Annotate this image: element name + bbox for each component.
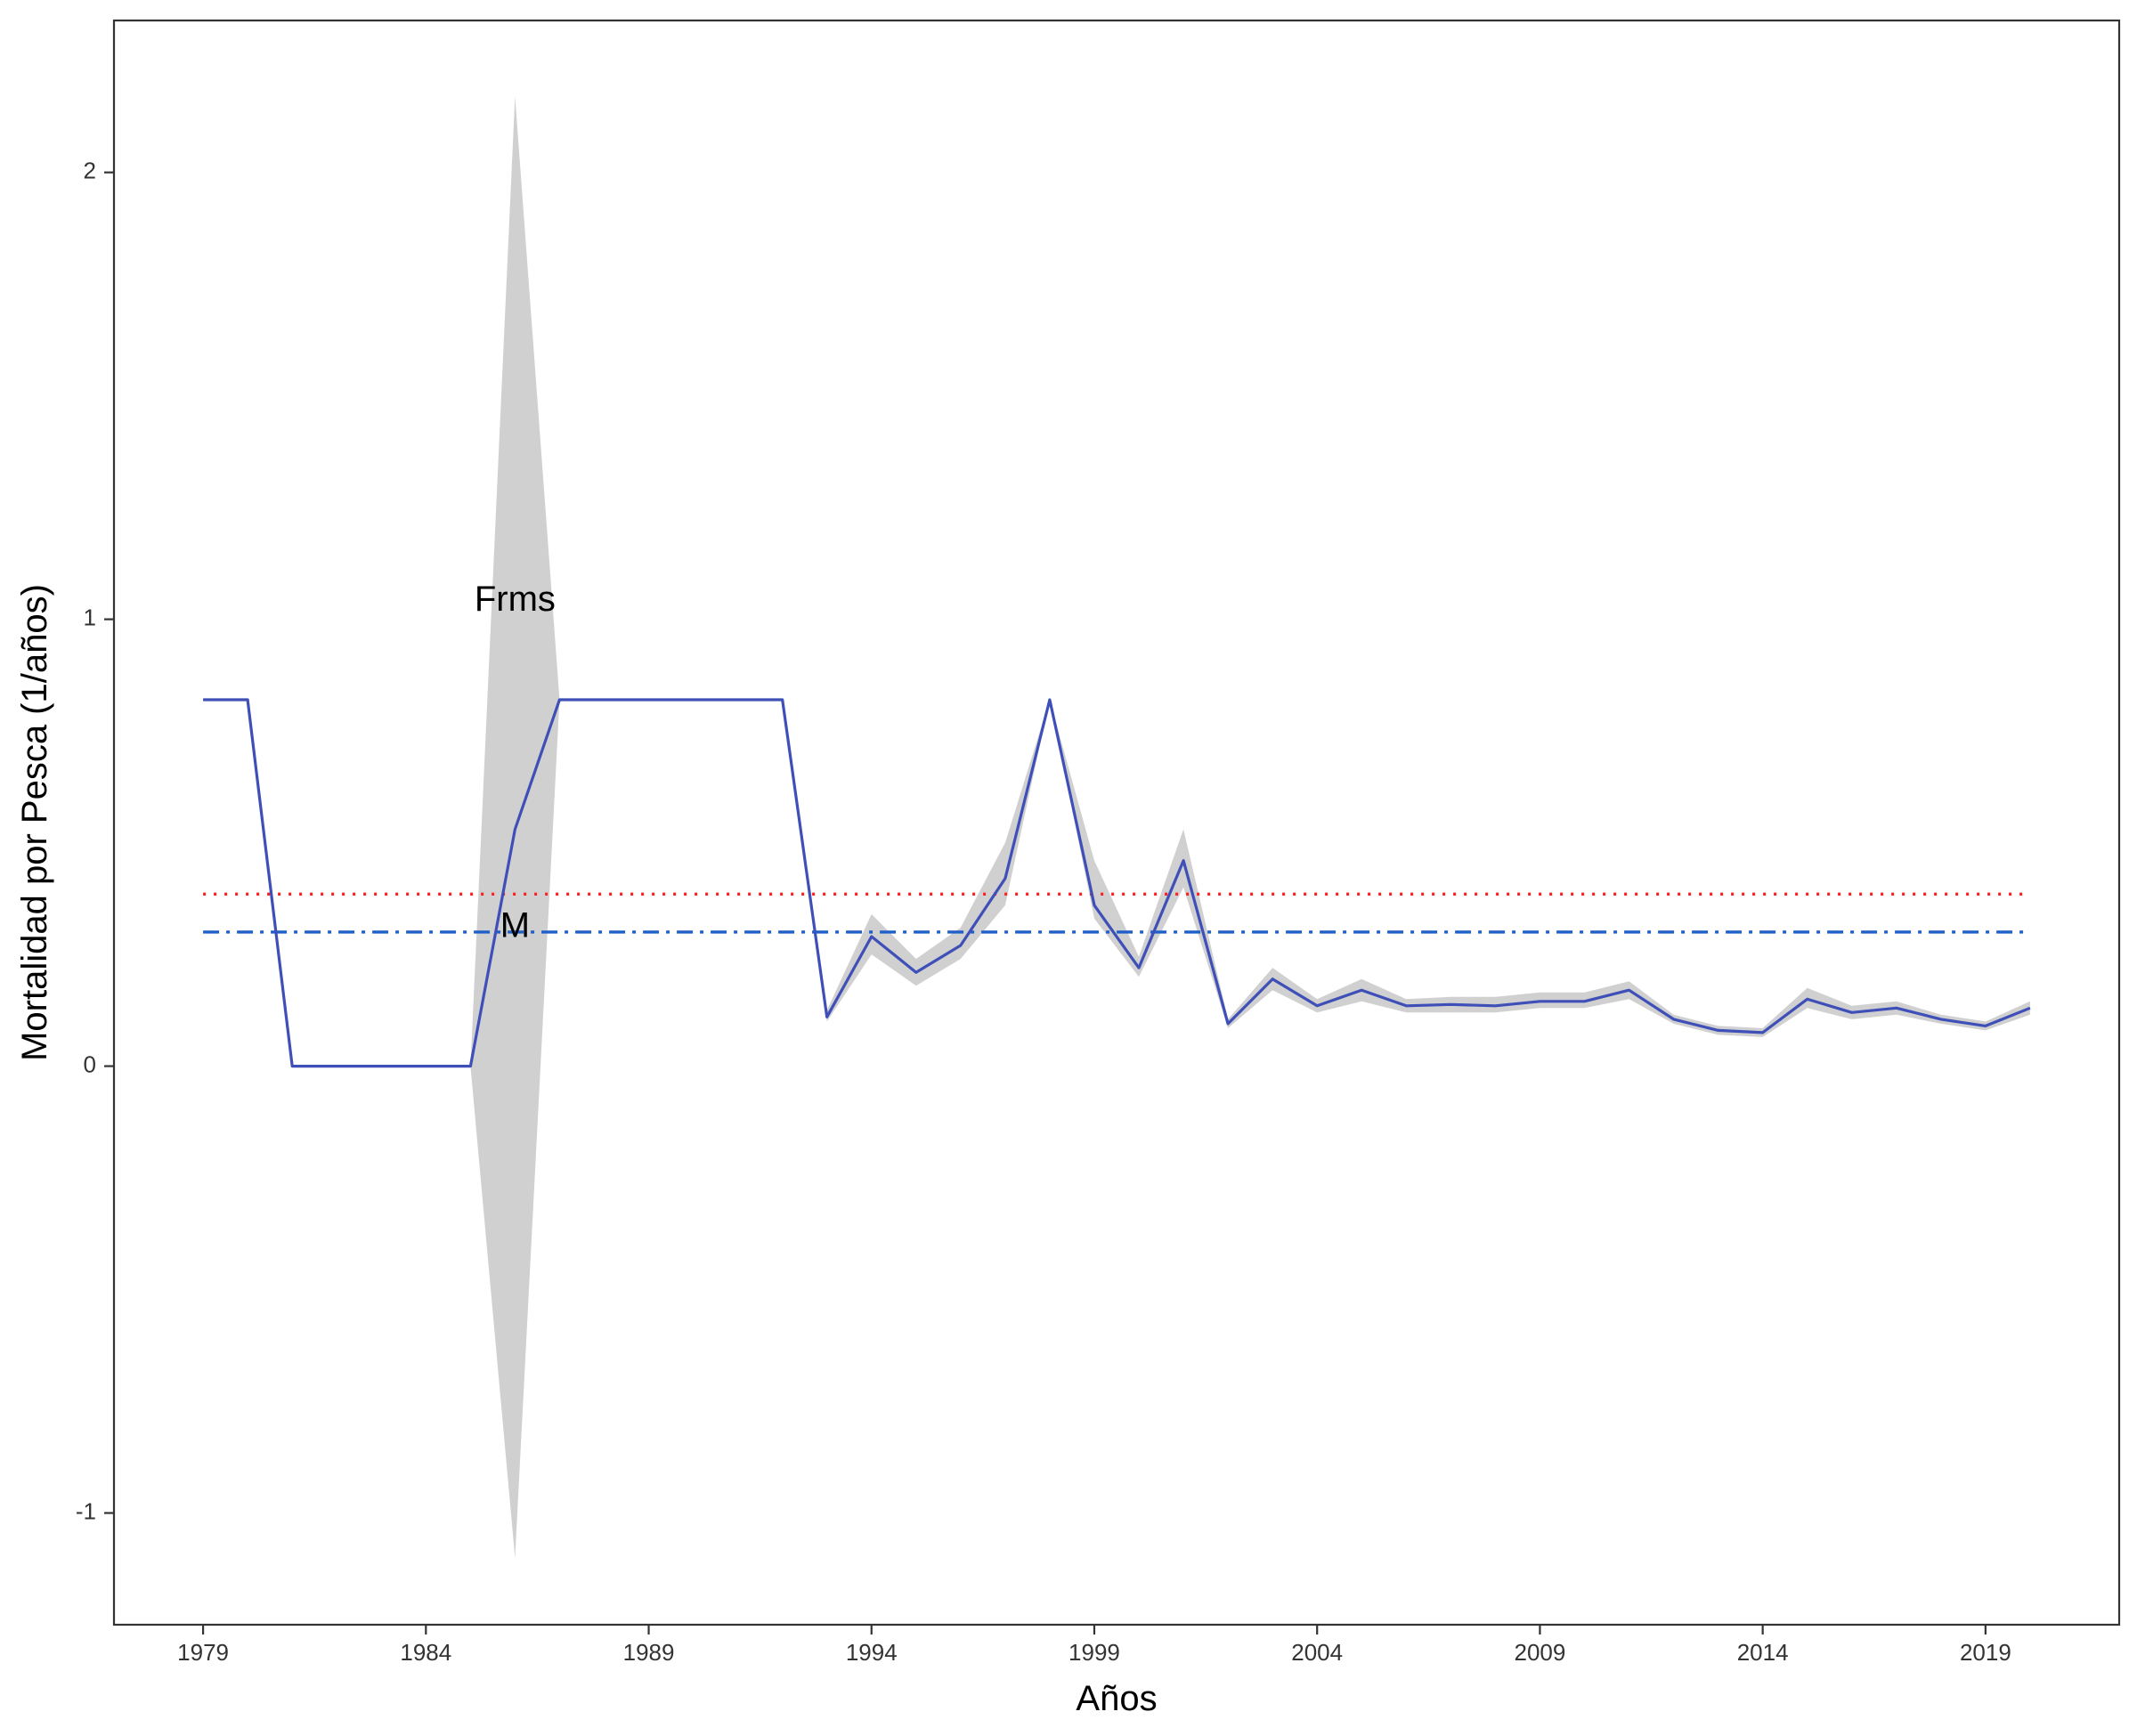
y-tick-label: 2 [84,158,96,184]
x-tick-label: 2014 [1737,1639,1789,1666]
x-tick-label: 2004 [1291,1639,1343,1666]
x-tick-label: 1979 [177,1639,229,1666]
fishing-mortality-line [203,698,2031,1068]
x-tick-label: 1984 [400,1639,451,1666]
y-axis-title: Mortalidad por Pesca (1/años) [15,584,54,1061]
y-tick-label: 0 [84,1051,96,1077]
plot-panel-border [112,19,2121,1626]
x-tick-label: 2009 [1515,1639,1566,1666]
y-tick-label: 1 [84,604,96,630]
x-axis-title: Años [1076,1679,1157,1718]
x-tick-label: 1989 [623,1639,675,1666]
annotation-m: M [500,906,530,945]
annotation-frms: Frms [475,580,556,619]
x-tick-label: 1994 [846,1639,898,1666]
y-tick-label: -1 [76,1497,96,1524]
x-tick-label: 2019 [1960,1639,2011,1666]
x-tick-label: 1999 [1068,1639,1120,1666]
